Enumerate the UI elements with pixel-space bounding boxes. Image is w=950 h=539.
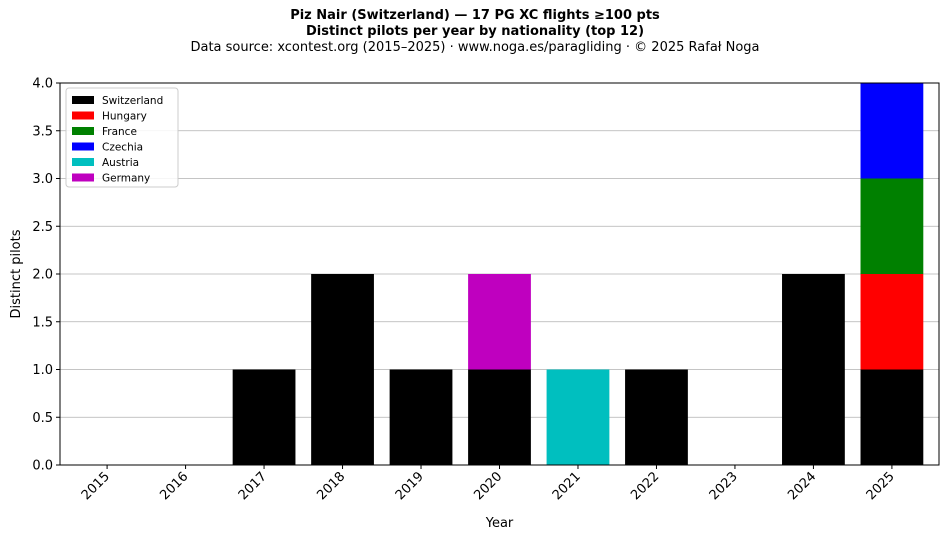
y-tick-label: 4.0 (32, 77, 53, 92)
chart-title: Piz Nair (Switzerland) — 17 PG XC flight… (290, 8, 660, 23)
bar-segment (311, 274, 374, 465)
x-tick-label: 2025 (864, 469, 898, 503)
x-tick-label: 2017 (236, 469, 270, 503)
y-tick-label: 1.0 (32, 363, 53, 378)
bar-segment (625, 369, 688, 465)
legend-label: Austria (102, 157, 139, 169)
x-tick-label: 2022 (628, 469, 662, 503)
bar-segment (389, 369, 453, 465)
y-tick-label: 3.0 (32, 172, 53, 187)
x-tick-label: 2021 (550, 469, 584, 503)
x-tick-label: 2016 (157, 469, 191, 503)
legend-swatch (72, 111, 94, 120)
legend-swatch (72, 96, 94, 104)
x-tick-label: 2018 (314, 469, 348, 503)
bar-segment (860, 369, 924, 465)
y-axis-label: Distinct pilots (9, 229, 24, 318)
x-tick-label: 2015 (79, 469, 113, 503)
bar-segment (860, 274, 924, 370)
x-tick-label: 2024 (785, 469, 819, 503)
bar-segment (546, 369, 610, 465)
legend-label: France (102, 126, 137, 138)
y-tick-label: 2.0 (32, 268, 53, 283)
chart-titles: Piz Nair (Switzerland) — 17 PG XC flight… (0, 8, 950, 56)
legend-swatch (72, 142, 94, 151)
y-tick-label: 1.5 (32, 315, 53, 330)
bars (232, 83, 924, 465)
y-tick-label: 0.5 (32, 411, 53, 426)
legend-swatch (72, 127, 94, 135)
legend-label: Switzerland (102, 95, 163, 107)
bar-segment (860, 178, 924, 274)
bar-segment (232, 369, 296, 465)
legend-label: Czechia (102, 142, 143, 154)
chart-subtitle: Distinct pilots per year by nationality … (305, 24, 645, 39)
x-axis-ticks: 2015 2016 2017 2018 2019 2020 2021 2022 2023 2024… (79, 465, 898, 503)
x-axis-label: Year (485, 516, 514, 531)
legend-label: Germany (102, 173, 150, 185)
bar-segment (782, 274, 845, 465)
y-tick-label: 0.0 (32, 459, 53, 474)
legend: Switzerland Hungary France Czechia Austria Ge… (65, 87, 179, 188)
x-tick-label: 2020 (471, 469, 505, 503)
x-tick-label: 2023 (707, 469, 741, 503)
x-tick-label: 2019 (393, 469, 427, 503)
legend-swatch (72, 158, 94, 166)
bar-segment (468, 369, 531, 465)
legend-swatch (72, 173, 94, 182)
y-tick-label: 2.5 (32, 220, 53, 235)
bar-segment (860, 83, 924, 179)
y-axis-ticks: 0.0 0.5 1.0 1.5 2.0 2.5 3.0 3.5 4.0 (32, 77, 60, 474)
chart-source-line: Data source: xcontest.org (2015–2025) · … (190, 40, 760, 55)
y-tick-label: 3.5 (32, 124, 53, 139)
bar-segment (468, 274, 531, 370)
legend-label: Hungary (102, 111, 147, 123)
